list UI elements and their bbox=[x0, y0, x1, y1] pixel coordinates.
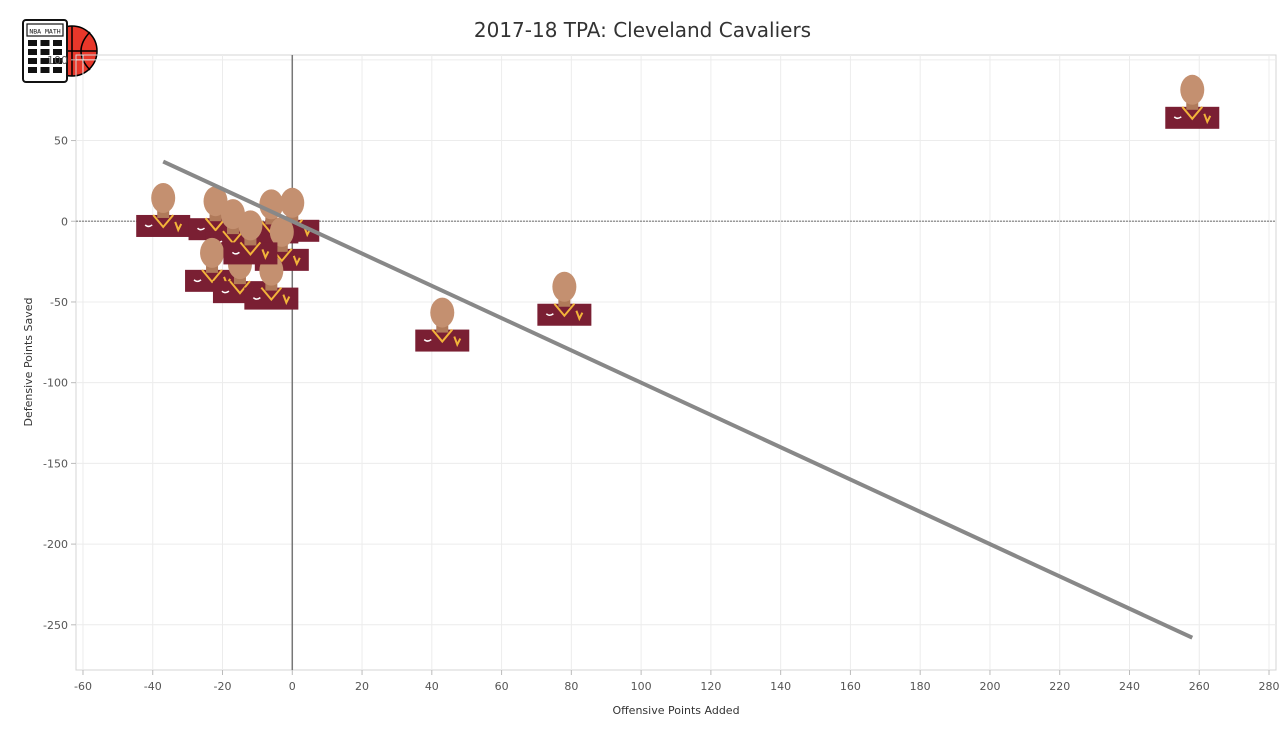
x-tick-label: -20 bbox=[214, 680, 232, 693]
y-tick-label: 100 bbox=[47, 54, 68, 67]
x-axis-title: Offensive Points Added bbox=[612, 704, 739, 717]
nba-math-logo: NBA MATH bbox=[22, 19, 98, 83]
y-tick-label: -50 bbox=[50, 296, 68, 309]
plot-border bbox=[75, 54, 1277, 671]
y-tick-label: 0 bbox=[61, 215, 68, 228]
x-tick-label: 200 bbox=[979, 680, 1000, 693]
y-axis-ticks: 100 50 0 -50 -100 -150 -200 -250 bbox=[43, 54, 76, 632]
x-tick-label: 280 bbox=[1259, 680, 1280, 693]
y-tick-label: -250 bbox=[43, 619, 68, 632]
logo-text: NBA MATH bbox=[29, 28, 60, 36]
player-points bbox=[136, 74, 1220, 352]
y-axis-title: Defensive Points Saved bbox=[22, 298, 35, 427]
x-tick-label: 140 bbox=[770, 680, 791, 693]
grid-lines bbox=[76, 55, 1276, 670]
player-headshot-icon bbox=[415, 297, 470, 352]
x-tick-label: 260 bbox=[1189, 680, 1210, 693]
x-axis-ticks: -60 -40 -20 0 20 40 60 80 100 120 140 160 180 200 220 2… bbox=[74, 670, 1280, 693]
player-headshot-icon bbox=[223, 210, 278, 265]
chart-title: 2017-18 TPA: Cleveland Cavaliers bbox=[473, 18, 812, 42]
x-tick-label: -60 bbox=[74, 680, 92, 693]
trend-line bbox=[162, 159, 1194, 640]
x-tick-label: 160 bbox=[840, 680, 861, 693]
x-tick-label: 20 bbox=[355, 680, 369, 693]
player-headshot-icon bbox=[136, 182, 191, 237]
x-tick-label: 180 bbox=[910, 680, 931, 693]
y-tick-label: -100 bbox=[43, 377, 68, 390]
x-tick-label: 100 bbox=[631, 680, 652, 693]
reference-lines bbox=[76, 55, 1276, 670]
x-tick-label: 80 bbox=[564, 680, 578, 693]
y-tick-label: -200 bbox=[43, 538, 68, 551]
player-headshot-icon bbox=[1165, 74, 1220, 129]
x-tick-label: 240 bbox=[1119, 680, 1140, 693]
x-tick-label: 0 bbox=[289, 680, 296, 693]
y-tick-label: -150 bbox=[43, 457, 68, 470]
x-tick-label: 220 bbox=[1049, 680, 1070, 693]
x-tick-label: 40 bbox=[425, 680, 439, 693]
player-headshot-icon bbox=[537, 271, 592, 326]
x-tick-label: -40 bbox=[144, 680, 162, 693]
x-tick-label: 120 bbox=[700, 680, 721, 693]
y-tick-label: 50 bbox=[54, 135, 68, 148]
x-tick-label: 60 bbox=[495, 680, 509, 693]
